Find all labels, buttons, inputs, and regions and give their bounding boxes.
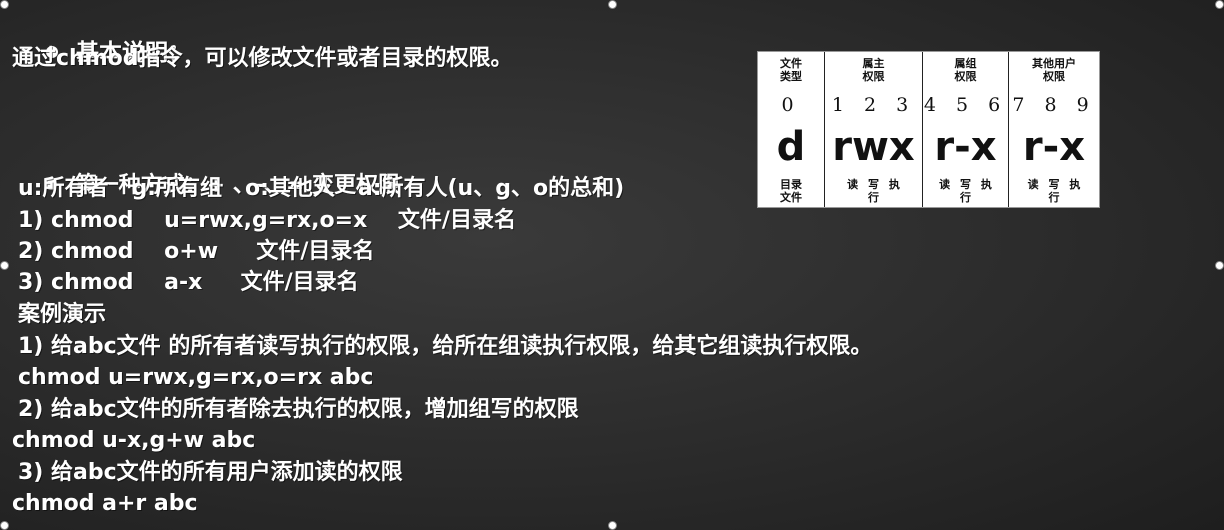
perm-index: 0 <box>781 94 801 116</box>
selection-handle-bottom-left[interactable] <box>0 521 9 530</box>
selection-handle-mid-left[interactable] <box>0 261 9 270</box>
syntax-line-1: 1) chmod u=rwx,g=rx,o=x 文件/目录名 <box>18 208 516 233</box>
perm-index: 4 5 6 <box>923 94 1008 116</box>
legend-line: u:所有者 g:所有组 o:其他人 a:所有人(u、g、o的总和) <box>18 176 625 201</box>
perm-index: 1 2 3 <box>831 94 916 116</box>
perm-column-owner: 属主 权限 1 2 3 rwx 读 写 执 行 <box>825 52 923 207</box>
perm-symbol: r-x <box>934 124 997 170</box>
case-line-2: chmod u=rwx,g=rx,o=rx abc <box>18 365 374 390</box>
perm-column-type: 文件 类型 0 d 目录 文件 <box>758 52 825 207</box>
perm-symbol: r-x <box>1022 124 1086 170</box>
perm-column-group: 属组 权限 4 5 6 r-x 读 写 执 行 <box>923 52 1009 207</box>
case-line-5: 3) 给abc文件的所有用户添加读的权限 <box>18 460 403 485</box>
perm-index: 7 8 9 <box>1012 94 1096 116</box>
section2-title: 第一种方式：+ 、-、= 变更权限 <box>74 173 400 198</box>
section1-heading: 基本说明： <box>14 8 191 98</box>
selection-handle-top-right[interactable] <box>1215 0 1224 9</box>
perm-header: 其他用户 权限 <box>1032 57 1076 83</box>
perm-footer: 读 写 执 行 <box>939 178 992 204</box>
perm-footer: 目录 文件 <box>780 178 802 204</box>
section1-description: 通过chmod指令，可以修改文件或者目录的权限。 <box>12 46 513 71</box>
perm-symbol: rwx <box>832 124 915 170</box>
perm-header: 属主 权限 <box>862 57 885 83</box>
perm-header: 属组 权限 <box>954 57 977 83</box>
selection-handle-top-center[interactable] <box>608 0 617 9</box>
permission-diagram: 文件 类型 0 d 目录 文件 属主 权限 1 2 3 rwx 读 写 执 行 … <box>757 51 1100 208</box>
case-line-1: 1) 给abc文件 的所有者读写执行的权限，给所在组读执行权限，给其它组读执行权… <box>18 334 873 359</box>
case-line-6: chmod a+r abc <box>12 491 198 516</box>
perm-symbol: d <box>776 124 806 170</box>
selection-handle-mid-right[interactable] <box>1215 261 1224 270</box>
section1-title: 基本说明： <box>76 40 192 66</box>
selection-handle-top-left[interactable] <box>0 0 9 9</box>
section2-heading: 第一种方式：+ 、-、= 变更权限 <box>14 141 400 231</box>
perm-footer: 读 写 执 行 <box>847 178 900 204</box>
bullet-icon <box>46 46 59 58</box>
case-line-4: chmod u-x,g+w abc <box>12 428 256 453</box>
case-line-3: 2) 给abc文件的所有者除去执行的权限，增加组写的权限 <box>18 397 579 422</box>
perm-column-others: 其他用户 权限 7 8 9 r-x 读 写 执 行 <box>1009 52 1099 207</box>
perm-footer: 读 写 执 行 <box>1027 178 1081 204</box>
selection-handle-bottom-center[interactable] <box>608 521 617 530</box>
perm-header: 文件 类型 <box>780 57 802 83</box>
bullet-icon <box>44 178 57 190</box>
case-title: 案例演示 <box>18 302 107 327</box>
syntax-line-3: 3) chmod a-x 文件/目录名 <box>18 270 359 295</box>
syntax-line-2: 2) chmod o+w 文件/目录名 <box>18 239 375 264</box>
